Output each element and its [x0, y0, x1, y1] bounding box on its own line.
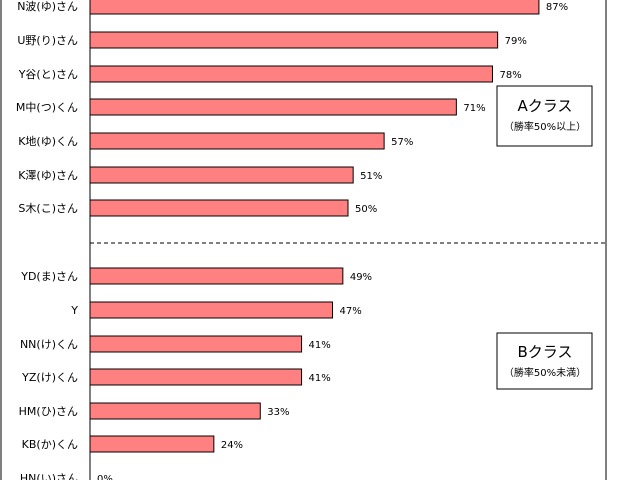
value-label: 51% — [360, 171, 382, 182]
bar — [89, 166, 354, 184]
annotation-a-subtitle: （勝率50%以上） — [504, 120, 586, 133]
category-label: Y — [70, 304, 78, 317]
bar — [89, 98, 457, 116]
category-label: K地(ゆ)くん — [18, 135, 78, 148]
value-label: 50% — [355, 204, 377, 215]
annotation-b-subtitle: （勝率50%未満） — [504, 366, 586, 379]
category-label: N波(ゆ)さん — [17, 0, 78, 13]
category-label: YD(ま)さん — [20, 270, 78, 283]
category-label: U野(り)さん — [17, 34, 78, 47]
category-label: HN(い)さん — [20, 472, 78, 480]
bar — [89, 0, 540, 15]
value-label: 0% — [97, 474, 113, 480]
category-label: KB(か)くん — [22, 438, 78, 451]
value-label: 87% — [546, 2, 568, 13]
value-label: 71% — [463, 103, 485, 114]
category-label: M中(つ)くん — [16, 101, 78, 114]
bar — [89, 199, 349, 217]
annotation-a-class: Aクラス （勝率50%以上） — [496, 85, 593, 147]
annotation-b-box — [496, 332, 593, 390]
value-label: 33% — [267, 407, 289, 418]
bar — [89, 435, 215, 453]
value-label: 79% — [505, 36, 527, 47]
category-label: S木(こ)さん — [18, 202, 78, 215]
bar — [89, 335, 303, 353]
category-label: YZ(け)くん — [21, 371, 78, 384]
value-label: 41% — [309, 340, 331, 351]
bar — [89, 65, 493, 83]
bar — [89, 368, 303, 386]
bar — [89, 31, 499, 49]
value-label: 57% — [391, 137, 413, 148]
category-label: K澤(ゆ)さん — [18, 169, 78, 182]
value-label: 24% — [221, 440, 243, 451]
bar — [89, 267, 344, 285]
bar — [89, 402, 261, 420]
value-label: 41% — [309, 373, 331, 384]
category-label: Y谷(と)さん — [18, 68, 78, 81]
value-label: 47% — [340, 306, 362, 317]
category-label: HM(ひ)さん — [19, 405, 78, 418]
bar — [89, 301, 334, 319]
annotation-a-title: Aクラス — [518, 97, 573, 115]
annotation-b-title: Bクラス — [518, 343, 573, 361]
annotation-b-class: Bクラス （勝率50%未満） — [496, 332, 593, 390]
bar — [89, 132, 385, 150]
value-label: 78% — [499, 70, 521, 81]
category-label: NN(け)くん — [20, 338, 78, 351]
value-label: 49% — [350, 272, 372, 283]
annotation-a-box — [496, 85, 593, 147]
